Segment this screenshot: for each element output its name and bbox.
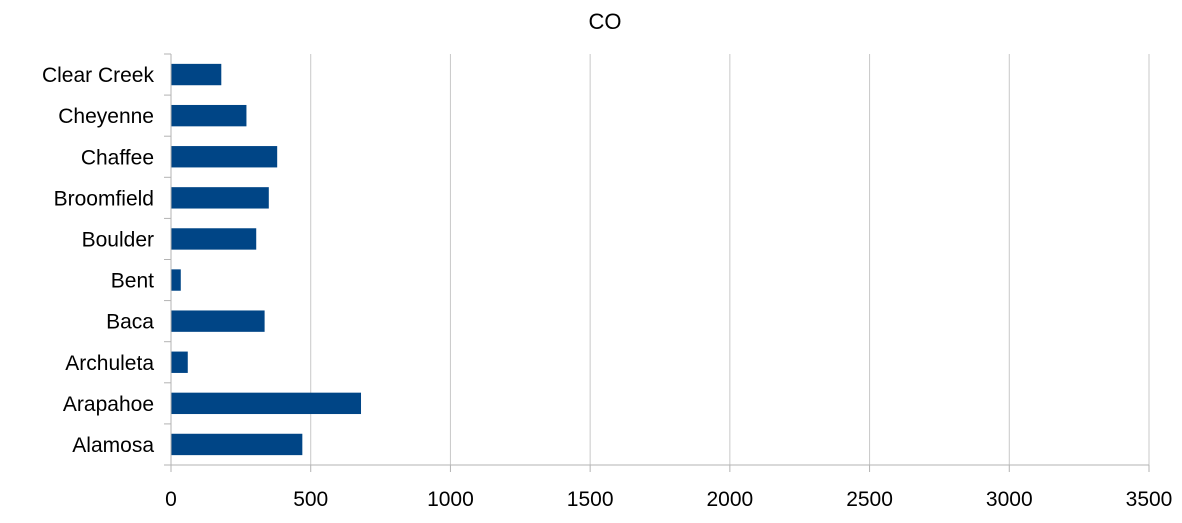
x-tick-label: 3000 xyxy=(986,488,1033,511)
bar-chaffee xyxy=(171,146,278,168)
chart-title: CO xyxy=(589,9,622,34)
bar-bent xyxy=(171,269,181,291)
y-category-label: Cheyenne xyxy=(58,105,154,128)
x-tick-label: 3500 xyxy=(1126,488,1173,511)
bar-archuleta xyxy=(171,351,188,373)
y-category-label: Arapahoe xyxy=(63,393,154,416)
bar-cheyenne xyxy=(171,104,247,127)
grid-lines xyxy=(170,54,1150,465)
y-category-label: Broomfield xyxy=(54,187,154,210)
y-category-label: Archuleta xyxy=(65,352,154,375)
bar-arapahoe xyxy=(171,392,362,415)
tick-labels: 0 500 1000 1500 2000 2500 3000 3500 Alamosa Arapa… xyxy=(42,64,1172,511)
y-category-label: Chaffee xyxy=(81,146,154,169)
y-category-label: Alamosa xyxy=(72,434,154,457)
y-category-label: Bent xyxy=(111,270,154,293)
x-tick-label: 1000 xyxy=(427,488,474,511)
bar-clear-creek xyxy=(171,63,222,86)
bar-boulder xyxy=(171,228,257,250)
x-tick-label: 2500 xyxy=(846,488,893,511)
y-category-label: Boulder xyxy=(82,228,154,251)
bar-alamosa xyxy=(171,433,303,456)
y-category-label: Baca xyxy=(106,311,154,334)
bar-baca xyxy=(171,310,265,332)
bars xyxy=(171,63,362,456)
axes xyxy=(164,53,1150,472)
x-tick-label: 500 xyxy=(293,488,328,511)
y-category-label: Clear Creek xyxy=(42,64,155,87)
x-tick-label: 1500 xyxy=(567,488,614,511)
bar-broomfield xyxy=(171,187,269,209)
x-tick-label: 2000 xyxy=(706,488,753,511)
x-tick-label: 0 xyxy=(165,488,177,511)
